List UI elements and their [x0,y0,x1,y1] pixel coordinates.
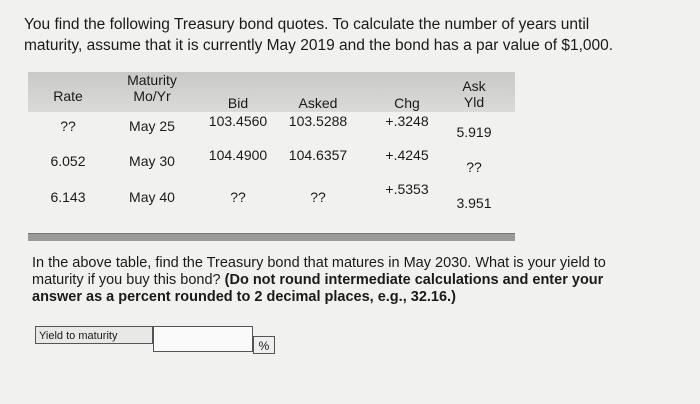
column-header: Chg [394,95,420,111]
table-cell: +.4245 [385,147,429,163]
table-cell: +.3248 [385,113,429,129]
table-cell: 6.143 [50,189,86,205]
column-header: Maturity Mo/Yr [127,72,177,104]
intro-line: You find the following Treasury bond quo… [24,16,590,33]
table-cell: 103.5288 [288,113,348,129]
table-cell: 3.951 [456,195,492,211]
column-header: Rate [53,88,83,104]
column-header: Bid [227,95,249,111]
column-header: Ask Yld [462,78,486,110]
answer-input[interactable] [153,326,253,352]
table-cell: May 40 [129,189,175,205]
table-header-band [28,72,515,112]
table-cell: ?? [60,118,76,134]
question: In the above table, find the Treasury bo… [32,255,642,306]
table-cell: 6.052 [50,153,86,169]
table-cell: ?? [466,159,482,175]
question-instructions: (Do not round intermediate calculations … [32,272,604,305]
answer-label: Yield to maturity [35,326,153,344]
table-footer-bar [28,233,515,241]
intro-line: maturity, assume that it is currently Ma… [24,37,614,54]
table-cell: May 30 [129,153,175,169]
table-cell: 104.6357 [288,147,348,163]
column-header: Asked [298,95,338,111]
table-cell: May 25 [129,118,175,134]
question-text: In the above table, find the Treasury bo… [32,255,606,288]
table-cell: 5.919 [456,124,492,140]
table-cell: 103.4560 [208,113,268,129]
table-cell: ?? [310,189,326,205]
table-cell: 104.4900 [208,147,268,163]
table-cell: ?? [230,189,246,205]
table-cell: +.5353 [385,181,429,197]
answer-unit: % [253,336,275,354]
